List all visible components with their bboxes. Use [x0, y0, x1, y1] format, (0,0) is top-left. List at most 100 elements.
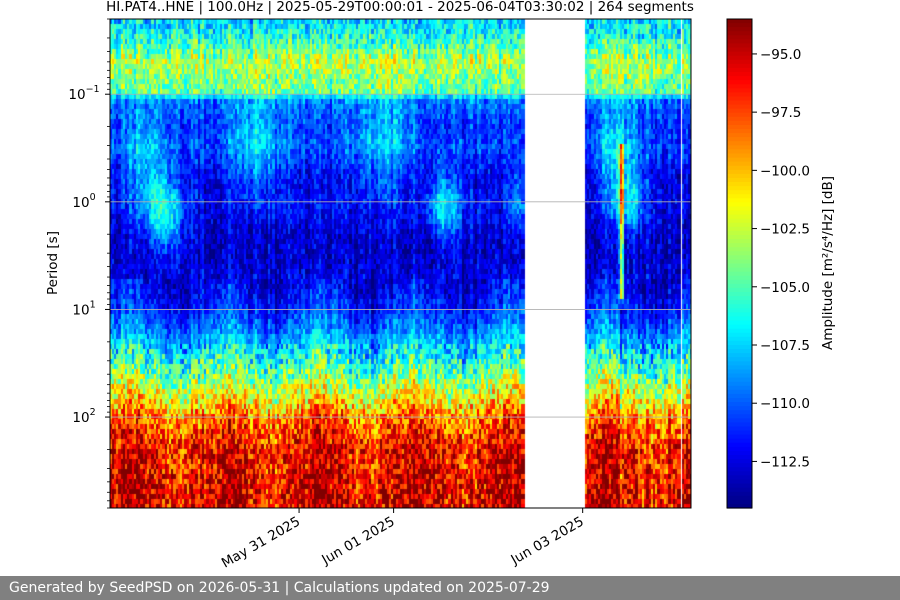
- colorbar-segment: [727, 434, 752, 440]
- colorbar-segment: [727, 218, 752, 224]
- colorbar-tick-label: −112.5: [760, 454, 810, 470]
- colorbar-segment: [727, 116, 752, 122]
- colorbar-segment: [727, 141, 752, 146]
- colorbar-segment: [727, 296, 752, 301]
- colorbar-segment: [727, 120, 752, 126]
- colorbar-segment: [727, 308, 752, 313]
- colorbar-segment: [727, 263, 752, 269]
- colorbar-segment: [727, 353, 752, 358]
- colorbar-segment: [727, 100, 752, 106]
- colorbar-segment: [727, 112, 752, 118]
- colorbar-segment: [727, 316, 752, 322]
- footer-status-bar: Generated by SeedPSD on 2026-05-31 | Cal…: [0, 576, 900, 600]
- y-tick-exponent: 2: [90, 407, 96, 418]
- colorbar-segment: [727, 35, 752, 40]
- colorbar-segment: [727, 165, 752, 171]
- colorbar-segment: [727, 202, 752, 208]
- colorbar-segment: [727, 145, 752, 150]
- x-tick-label: Jun 01 2025: [318, 514, 397, 569]
- colorbar-tick-label: −110.0: [760, 396, 810, 412]
- x-tick-label: May 31 2025: [219, 514, 303, 572]
- colorbar-segment: [727, 275, 752, 281]
- colorbar-segment: [727, 389, 752, 395]
- colorbar-segment: [727, 129, 752, 134]
- colorbar-segment: [727, 198, 752, 203]
- colorbar-segment: [727, 19, 752, 24]
- colorbar-segment: [727, 59, 752, 65]
- colorbar-segment: [727, 365, 752, 371]
- colorbar-segment: [727, 133, 752, 138]
- colorbar-segment: [727, 475, 752, 481]
- colorbar-tick-label: −97.5: [760, 105, 801, 121]
- colorbar-segment: [727, 503, 752, 509]
- colorbar-tick-label: −107.5: [760, 338, 810, 354]
- colorbar-segment: [727, 393, 752, 399]
- colorbar-segment: [727, 442, 752, 448]
- colorbar: −95.0 −97.5 −100.0 −102.5 −105.0 −107.5 −110.0…: [726, 18, 810, 509]
- colorbar-tick-label: −95.0: [760, 47, 801, 63]
- colorbar-segment: [727, 410, 752, 415]
- colorbar-segment: [727, 267, 752, 273]
- y-tick-exponent: 1: [90, 299, 96, 310]
- colorbar-segment: [727, 287, 752, 293]
- colorbar-segment: [727, 214, 752, 220]
- colorbar-segment: [727, 430, 752, 436]
- colorbar-segment: [727, 255, 752, 261]
- colorbar-segment: [727, 332, 752, 338]
- colorbar-segment: [727, 328, 752, 334]
- colorbar-segment: [727, 426, 752, 432]
- colorbar-segment: [727, 27, 752, 32]
- colorbar-segment: [727, 304, 752, 309]
- grid-lines: [110, 93, 691, 418]
- colorbar-segment: [727, 467, 752, 472]
- colorbar-segment: [727, 239, 752, 244]
- colorbar-segment: [727, 397, 752, 403]
- colorbar-segment: [727, 51, 752, 57]
- colorbar-segment: [727, 345, 752, 350]
- y-tick-label: 100: [72, 192, 95, 211]
- colorbar-segment: [727, 31, 752, 36]
- colorbar-segment: [727, 406, 752, 411]
- plot-area: [110, 19, 691, 508]
- colorbar-segment: [727, 381, 752, 387]
- colorbar-tick-label: −102.5: [760, 222, 810, 238]
- y-tick-exponent: 0: [90, 192, 96, 203]
- colorbar-segment: [727, 108, 752, 114]
- colorbar-segment: [727, 402, 752, 407]
- colorbar-segment: [727, 385, 752, 391]
- colorbar-segment: [727, 487, 752, 493]
- y-tick-base: 10: [72, 410, 89, 426]
- colorbar-segment: [727, 312, 752, 318]
- colorbar-segment: [727, 377, 752, 383]
- colorbar-segment: [727, 71, 752, 77]
- footer-generated-text: Generated by SeedPSD on 2026-05-31 | Cal…: [9, 580, 550, 596]
- colorbar-segment: [727, 137, 752, 142]
- colorbar-segment: [727, 169, 752, 175]
- colorbar-segment: [727, 271, 752, 277]
- colorbar-segment: [727, 194, 752, 199]
- colorbar-segment: [727, 173, 752, 179]
- colorbar-segment: [727, 373, 752, 379]
- colorbar-segment: [727, 161, 752, 167]
- y-tick-label: 102: [72, 407, 95, 426]
- colorbar-segment: [727, 47, 752, 53]
- colorbar-segment: [727, 483, 752, 489]
- y-tick-base: 10: [72, 302, 89, 318]
- colorbar-segment: [727, 324, 752, 330]
- colorbar-segment: [727, 455, 752, 460]
- colorbar-segment: [727, 84, 752, 89]
- colorbar-segment: [727, 230, 752, 236]
- colorbar-segment: [727, 491, 752, 497]
- colorbar-segment: [727, 234, 752, 240]
- colorbar-segment: [727, 63, 752, 69]
- colorbar-segment: [727, 222, 752, 228]
- colorbar-segment: [727, 149, 752, 155]
- colorbar-segment: [727, 279, 752, 285]
- colorbar-segment: [727, 243, 752, 248]
- colorbar-segment: [727, 55, 752, 61]
- colorbar-segment: [727, 320, 752, 326]
- plot-frame: [109, 18, 692, 509]
- colorbar-segment: [727, 369, 752, 375]
- colorbar-segment: [727, 418, 752, 424]
